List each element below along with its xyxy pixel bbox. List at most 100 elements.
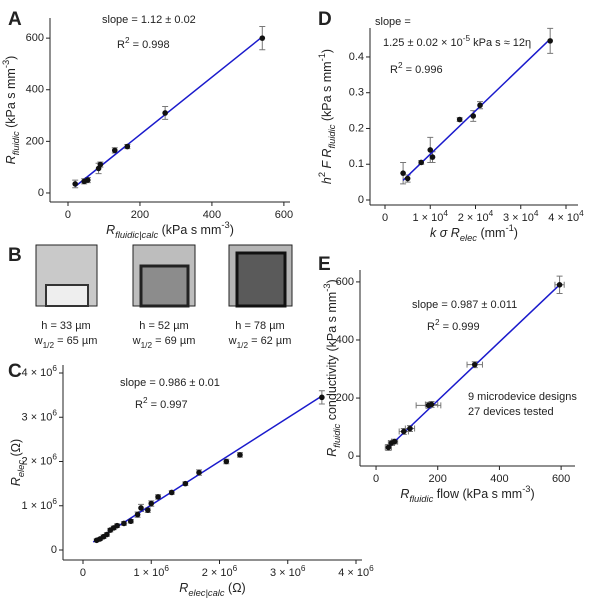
y-tick-label-part: 6 [52, 408, 57, 417]
y-tick-label-part: 1 × 10 [22, 500, 53, 512]
micrograph [132, 244, 196, 308]
x-axis-label-part: fluidic [409, 494, 433, 504]
image-caption-part: 1/2 [43, 341, 55, 350]
y-axis-label-part: -3 [1, 60, 11, 68]
y-tick-label: 0 [358, 194, 364, 206]
y-axis-label-part: ) [4, 56, 18, 60]
x-axis-label-part: R [179, 581, 188, 595]
y-tick-label: 4 × 106 [22, 364, 58, 379]
data-point [196, 469, 202, 476]
annotation: R2 = 0.998 [117, 36, 170, 51]
y-axis-label-part: (kPa s mm [320, 61, 334, 124]
fit-line [402, 38, 551, 181]
annotation: 9 microdevice designs [468, 391, 577, 403]
image-caption-part: w [132, 335, 141, 347]
x-tick-label-part: 2 × 10 [458, 212, 489, 224]
image-caption-part: 1/2 [141, 341, 153, 350]
fit-line [74, 36, 263, 188]
image-caption-part: w [34, 335, 43, 347]
image-caption-part: 1/2 [237, 341, 249, 350]
y-tick-label: 0 [348, 450, 354, 462]
x-tick-label-part: 4 [534, 209, 539, 218]
data-point [72, 181, 78, 187]
x-axis-label-part: (Ω) [225, 581, 246, 595]
annotation-part: = 0.999 [440, 321, 480, 333]
data-point [477, 102, 483, 109]
data-point [127, 518, 134, 525]
y-axis-label: h2 F Rfluidic (kPa s mm-1) [317, 49, 337, 184]
x-tick-label: 0 [373, 473, 379, 485]
data-point [84, 177, 91, 183]
y-tick-label: 0.2 [349, 122, 364, 134]
annotation-part: = 0.996 [403, 64, 443, 76]
y-tick-label: 600 [26, 32, 44, 44]
x-tick-label: 2 × 104 [458, 209, 494, 224]
data-point [148, 500, 155, 507]
y-tick-label: 3 × 106 [22, 408, 58, 423]
x-tick-label: 0 [80, 567, 86, 579]
annotation-part: R [427, 321, 435, 333]
x-tick-label-part: 4 × 10 [548, 212, 579, 224]
annotation-part: 9 microdevice designs [468, 391, 577, 403]
x-axis-label-part: (kPa s mm [158, 223, 221, 237]
data-point [556, 282, 563, 288]
y-axis-label-part: (kPa s mm [4, 68, 18, 131]
x-tick-label: 200 [429, 473, 447, 485]
x-axis-label: Relec|calc (Ω) [179, 581, 245, 598]
annotation: slope = [375, 16, 411, 28]
image-caption-part: w [228, 335, 237, 347]
x-tick-label-part: 6 [233, 564, 238, 573]
y-tick-label: 200 [336, 392, 354, 404]
y-tick-label: 0.3 [349, 87, 364, 99]
x-tick-label-part: 3 × 10 [270, 567, 301, 579]
x-tick-label: 0 [65, 209, 71, 221]
fit-line [92, 395, 323, 543]
y-axis-label-part: R [325, 448, 339, 457]
data-point [259, 35, 266, 41]
data-point [104, 531, 110, 538]
x-tick-label-part: 6 [164, 564, 169, 573]
x-tick-label: 600 [275, 209, 293, 221]
data-point [391, 438, 398, 445]
image-caption: h = 33 µm [41, 320, 90, 332]
annotation-part: kPa s ≈ 12η [470, 37, 531, 49]
x-tick-label: 600 [552, 473, 570, 485]
x-axis-label: k σ Relec (mm-1) [430, 223, 518, 243]
image-caption: w1/2 = 69 µm [132, 335, 196, 350]
y-tick-label-part: 6 [52, 496, 57, 505]
y-tick-label: 200 [26, 135, 44, 147]
x-axis-label-part: R [106, 223, 115, 237]
panel-letter: B [8, 245, 22, 266]
data-point [162, 110, 168, 116]
data-point [427, 147, 434, 153]
y-axis-label-part: conductivity (kPa s mm [325, 292, 339, 424]
y-axis-label-part: 2 [317, 172, 327, 177]
x-axis-label-part: R [400, 487, 409, 501]
x-axis-label-part: -3 [221, 220, 229, 230]
x-axis-label-part: (mm [477, 226, 505, 240]
annotation-part: slope = [375, 16, 411, 28]
annotation: R2 = 0.999 [427, 318, 480, 333]
y-axis-label-part: elec [16, 460, 26, 477]
annotation-part: -5 [463, 34, 471, 43]
annotation: slope = 0.987 ± 0.011 [412, 299, 517, 311]
x-axis-label-part: k σ R [430, 226, 460, 240]
x-axis-label-part: -3 [522, 484, 530, 494]
annotation-part: = 0.998 [130, 39, 170, 51]
micrograph [228, 244, 293, 308]
y-tick-label: 600 [336, 276, 354, 288]
annotation-part: 2 [398, 61, 403, 70]
y-axis-label-part: -1 [317, 53, 327, 61]
data-point [471, 361, 478, 368]
y-axis-label-part: ) [320, 49, 334, 53]
y-axis-label-part: R [4, 155, 18, 164]
y-tick-label: 0.1 [349, 158, 364, 170]
annotation: R2 = 0.997 [135, 396, 188, 411]
y-tick-label-part: 6 [52, 364, 57, 373]
data-point [124, 143, 131, 150]
data-point [223, 458, 230, 465]
data-point [428, 401, 435, 408]
data-point [407, 425, 413, 432]
x-tick-label-part: 2 × 10 [202, 567, 233, 579]
